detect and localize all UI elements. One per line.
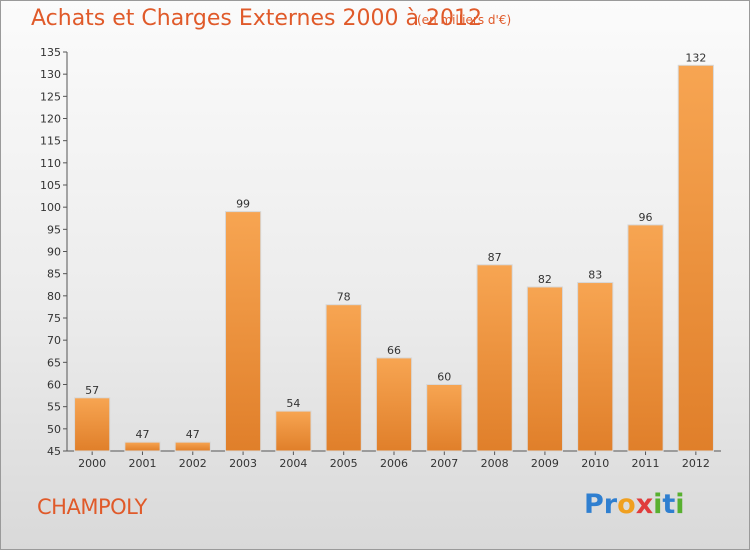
logo-letter: o — [617, 489, 636, 520]
y-tick-label: 105 — [40, 179, 61, 192]
chart-title: Achats et Charges Externes 2000 à 2012 — [31, 6, 482, 31]
logo-letter: x — [635, 489, 654, 520]
y-tick-label: 85 — [47, 268, 61, 281]
y-tick-label: 125 — [40, 90, 61, 103]
logo-letter: t — [662, 489, 676, 520]
bar — [677, 64, 714, 452]
bar — [325, 304, 362, 452]
bar — [124, 441, 161, 452]
bar — [275, 410, 312, 452]
bar-value-label: 66 — [387, 344, 401, 357]
x-tick-label: 2003 — [229, 457, 257, 470]
bar — [627, 224, 664, 452]
bar-value-label: 96 — [639, 211, 653, 224]
y-tick-label: 115 — [40, 135, 61, 148]
bar-value-label: 47 — [186, 428, 200, 441]
y-tick-label: 70 — [47, 334, 61, 347]
bar-value-label: 87 — [488, 251, 502, 264]
bar-value-label: 82 — [538, 273, 552, 286]
bar-value-label: 47 — [135, 428, 149, 441]
y-axis: 45 50 55 60 65 70 75 80 85 90 95 100 105 110 115 120 125… — [40, 46, 68, 458]
y-tick-label: 55 — [47, 401, 61, 414]
x-tick-label: 2012 — [682, 457, 710, 470]
y-tick-label: 130 — [40, 68, 61, 81]
x-axis: 2000 2001 2002 2003 2004 2005 2006 2007 2008 2009… — [67, 450, 721, 470]
x-tick-label: 2002 — [179, 457, 207, 470]
proxiti-logo: Proxiti — [584, 489, 685, 520]
bar — [375, 357, 413, 452]
bar — [577, 282, 614, 452]
bar — [224, 211, 262, 452]
x-tick-label: 2005 — [330, 457, 358, 470]
x-tick-label: 2000 — [78, 457, 106, 470]
x-tick-label: 2008 — [481, 457, 509, 470]
y-tick-label: 60 — [47, 379, 61, 392]
data-labels: 57 47 47 99 54 78 66 60 87 82 83 96 132 — [85, 51, 706, 441]
logo-letter: i — [653, 489, 663, 520]
bar — [526, 286, 564, 452]
bar-value-label: 54 — [286, 397, 300, 410]
bar-value-label: 60 — [437, 371, 451, 384]
y-tick-label: 45 — [47, 445, 61, 458]
bar-value-label: 57 — [85, 384, 99, 397]
x-tick-label: 2001 — [128, 457, 156, 470]
y-tick-label: 110 — [40, 157, 61, 170]
bar — [74, 397, 111, 452]
y-tick-label: 50 — [47, 423, 61, 436]
bars — [74, 64, 714, 452]
bar-value-label: 99 — [236, 198, 250, 211]
x-tick-label: 2010 — [581, 457, 609, 470]
y-tick-label: 135 — [40, 46, 61, 59]
y-tick-label: 80 — [47, 290, 61, 303]
y-tick-label: 120 — [40, 113, 61, 126]
x-tick-label: 2007 — [430, 457, 458, 470]
x-tick-label: 2011 — [632, 457, 660, 470]
y-tick-label: 65 — [47, 356, 61, 369]
y-tick-label: 100 — [40, 201, 61, 214]
logo-letter: P — [584, 489, 604, 520]
logo-letter: r — [603, 489, 618, 520]
bar — [426, 384, 463, 452]
chart-subtitle: (en milliers d'€) — [417, 13, 512, 27]
x-tick-label: 2004 — [279, 457, 307, 470]
location-name: CHAMPOLY — [37, 495, 147, 519]
bar-value-label: 78 — [337, 291, 351, 304]
y-tick-label: 75 — [47, 312, 61, 325]
y-tick-label: 95 — [47, 223, 61, 236]
x-tick-label: 2009 — [531, 457, 559, 470]
x-tick-label: 2006 — [380, 457, 408, 470]
logo-letter: i — [675, 489, 685, 520]
y-tick-label: 90 — [47, 246, 61, 259]
bar — [476, 264, 513, 452]
bar — [174, 441, 211, 452]
bar-value-label: 132 — [685, 51, 706, 64]
bar-value-label: 83 — [588, 269, 602, 282]
